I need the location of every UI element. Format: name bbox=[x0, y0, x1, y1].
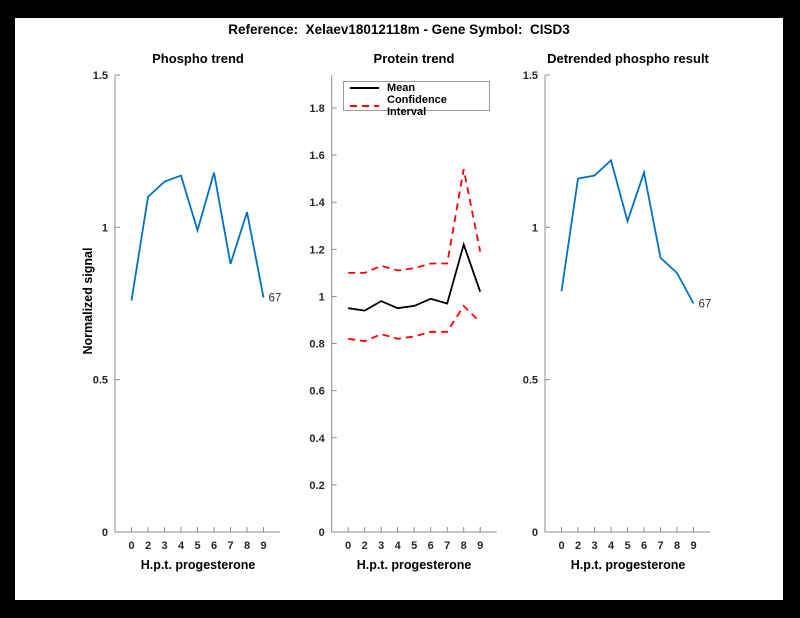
protein-trend-ytick-label: 1.4 bbox=[309, 197, 325, 209]
detrended-phospho-result-xtick-label: 7 bbox=[657, 540, 663, 552]
detrended-phospho-result-xtick-label: 2 bbox=[575, 540, 581, 552]
protein-trend-ytick-label: 0 bbox=[319, 527, 325, 539]
protein-trend-xtick-label: 6 bbox=[428, 540, 434, 552]
detrended-phospho-result-ytick-label: 0 bbox=[532, 527, 538, 539]
protein-trend-ytick-label: 0.6 bbox=[309, 386, 324, 398]
figure-title: Reference: Xelaev18012118m - Gene Symbol… bbox=[228, 22, 570, 37]
phospho-trend-ytick-label: 0 bbox=[102, 527, 108, 539]
protein-trend-ytick-label: 0.2 bbox=[309, 480, 324, 492]
protein-trend-xtick-label: 8 bbox=[461, 540, 467, 552]
legend-confidence-interval-label: Confidence Interval bbox=[387, 94, 447, 118]
protein-trend-ytick-label: 1 bbox=[319, 291, 325, 303]
protein-trend-axes bbox=[331, 75, 497, 533]
legend-mean-label: Mean bbox=[387, 82, 416, 94]
detrended-phospho-result-line-detrended-phospho-signal bbox=[560, 158, 695, 304]
phospho-trend-xtick-label: 0 bbox=[128, 540, 134, 552]
phospho-trend-ytick-label: 1 bbox=[102, 222, 108, 234]
phospho-trend-ytick-label: 0.5 bbox=[93, 375, 108, 387]
detrended-phospho-result-xtick-label: 3 bbox=[591, 540, 597, 552]
phospho-trend-xtick-label: 6 bbox=[211, 540, 217, 552]
protein-trend-ytick-label: 1.6 bbox=[309, 150, 324, 162]
phospho-trend-ytick-label: 1.5 bbox=[93, 70, 108, 82]
figure-canvas: Reference: Xelaev18012118m - Gene Symbol… bbox=[15, 18, 783, 600]
plots-svg: 00.511.50 2 3 4 5 6 7 8 96700.20.40.60.811.21.41… bbox=[93, 70, 712, 552]
phospho-trend-xtick-label: 5 bbox=[194, 540, 200, 552]
x-axis-label-protein-trend: H.p.t. progesterone bbox=[356, 558, 472, 572]
phospho-trend-xtick-label: 2 bbox=[145, 540, 151, 552]
phospho-trend-line-phospho-signal bbox=[130, 172, 265, 301]
detrended-phospho-result-xtick-label: 9 bbox=[690, 540, 696, 552]
protein-trend-xtick-label: 7 bbox=[444, 540, 450, 552]
protein-trend-ytick-label: 1.2 bbox=[309, 244, 324, 256]
legend: Mean Confidence Interval bbox=[343, 81, 490, 118]
phospho-trend-xtick-label: 3 bbox=[161, 540, 167, 552]
subplot-protein-trend: 00.20.40.60.811.21.41.61.80 2 3 4 5 6 7 8 9 bbox=[309, 75, 497, 552]
protein-trend-xtick-label: 2 bbox=[362, 540, 368, 552]
x-axis-label-phospho-trend: H.p.t. progesterone bbox=[140, 558, 256, 572]
legend-item-mean: Mean bbox=[344, 82, 489, 94]
subplot-title-phospho-trend: Phospho trend bbox=[152, 51, 244, 66]
legend-confidence-interval-line-swatch bbox=[350, 105, 379, 107]
phospho-trend-end-annotation: 67 bbox=[269, 292, 282, 304]
subplot-title-protein-trend: Protein trend bbox=[373, 51, 455, 66]
x-axis-label-detrended-phospho-result: H.p.t. progesterone bbox=[570, 558, 686, 572]
protein-trend-xtick-label: 3 bbox=[378, 540, 384, 552]
protein-trend-ytick-label: 0.4 bbox=[309, 433, 325, 445]
protein-trend-xtick-label: 5 bbox=[411, 540, 417, 552]
phospho-trend-xtick-label: 7 bbox=[227, 540, 233, 552]
detrended-phospho-result-xtick-label: 8 bbox=[674, 540, 680, 552]
phospho-trend-xtick-label: 9 bbox=[260, 540, 266, 552]
detrended-phospho-result-xtick-label: 4 bbox=[608, 540, 615, 552]
protein-trend-xtick-label: 4 bbox=[395, 540, 402, 552]
detrended-phospho-result-xtick-label: 5 bbox=[624, 540, 630, 552]
detrended-phospho-result-ytick-label: 0.5 bbox=[523, 375, 538, 387]
phospho-trend-xtick-label: 4 bbox=[178, 540, 185, 552]
protein-trend-line-mean bbox=[348, 241, 482, 312]
detrended-phospho-result-xtick-label: 6 bbox=[641, 540, 647, 552]
legend-mean-line-swatch bbox=[350, 87, 379, 89]
legend-item-confidence-interval: Confidence Interval bbox=[344, 94, 489, 118]
detrended-phospho-result-xtick-label: 0 bbox=[558, 540, 564, 552]
detrended-phospho-result-end-annotation: 67 bbox=[699, 299, 712, 311]
protein-trend-line-confidence-interval-lower bbox=[348, 304, 481, 343]
phospho-trend-xtick-label: 8 bbox=[244, 540, 250, 552]
detrended-phospho-result-axes bbox=[544, 75, 710, 533]
protein-trend-xtick-label: 9 bbox=[477, 540, 483, 552]
subplot-detrended-phospho-result: 00.511.50 2 3 4 5 6 7 8 967 bbox=[523, 70, 712, 552]
protein-trend-ytick-label: 0.8 bbox=[309, 339, 324, 351]
detrended-phospho-result-ytick-label: 1 bbox=[532, 222, 538, 234]
detrended-phospho-result-ytick-label: 1.5 bbox=[523, 70, 538, 82]
protein-trend-xtick-label: 0 bbox=[345, 540, 351, 552]
subplot-title-detrended-phospho-result: Detrended phospho result bbox=[547, 51, 709, 66]
subplot-phospho-trend: 00.511.50 2 3 4 5 6 7 8 967 bbox=[93, 70, 282, 552]
phospho-trend-axes bbox=[114, 75, 280, 533]
protein-trend-ytick-label: 1.8 bbox=[309, 103, 324, 115]
